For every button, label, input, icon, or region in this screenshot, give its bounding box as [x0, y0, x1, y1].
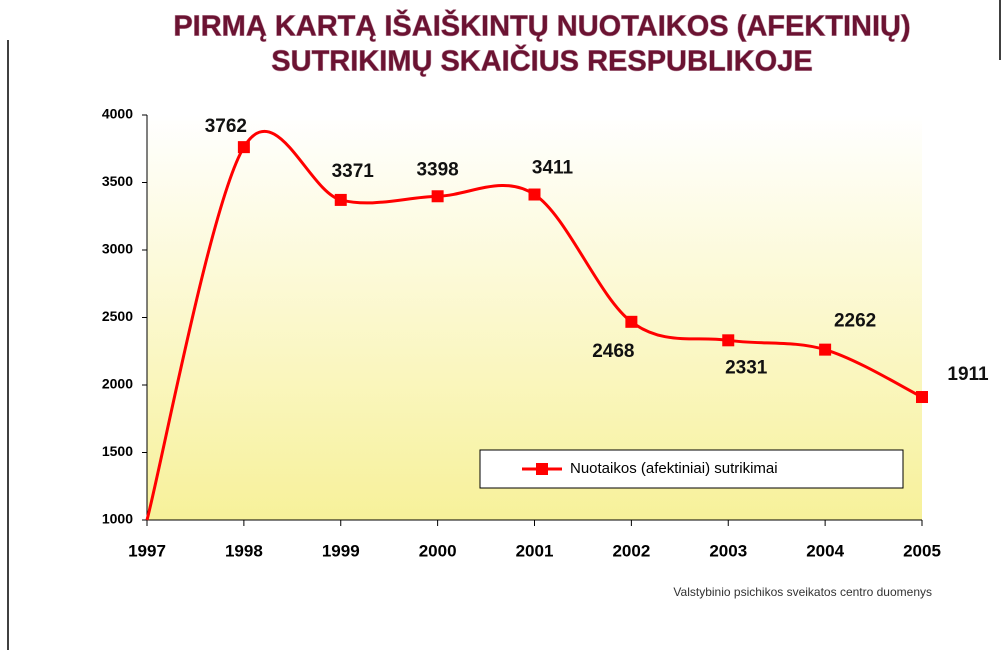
- data-label: 3411: [532, 158, 574, 179]
- data-label: 2331: [725, 357, 768, 378]
- y-tick-label: 2500: [102, 308, 133, 324]
- data-label: 3398: [416, 159, 458, 180]
- data-point: [334, 193, 347, 206]
- data-label: 1911: [947, 364, 989, 385]
- x-tick-label: 2001: [516, 541, 554, 560]
- chart-title: SUTRIKIMŲ SKAIČIUS RESPUBLIKOJE: [271, 44, 812, 78]
- data-point: [819, 343, 832, 356]
- y-tick-label: 2000: [102, 376, 133, 392]
- data-line: [145, 129, 923, 521]
- data-point: [625, 315, 638, 328]
- x-tick-label: 1998: [225, 541, 263, 560]
- data-label: 2468: [592, 341, 634, 362]
- y-tick-label: 1500: [102, 443, 133, 459]
- data-label: 2262: [834, 311, 876, 332]
- data-label: 3762: [205, 116, 247, 137]
- legend-marker: [536, 463, 548, 475]
- chart-title: PIRMĄ KARTĄ IŠAIŠKINTŲ NUOTAIKOS (AFEKTI…: [173, 9, 910, 43]
- x-tick-label: 2003: [709, 541, 747, 560]
- data-label: 3371: [332, 161, 375, 182]
- x-tick-label: 2002: [612, 541, 650, 560]
- y-tick-label: 4000: [102, 106, 133, 122]
- data-point: [722, 334, 735, 347]
- data-point: [237, 141, 250, 154]
- x-tick-label: 2005: [903, 541, 941, 560]
- x-tick-label: 2000: [419, 541, 457, 560]
- data-point: [528, 188, 541, 201]
- data-point: [916, 391, 928, 404]
- source-note: Valstybinio psichikos sveikatos centro d…: [673, 585, 932, 599]
- x-tick-label: 1999: [322, 541, 360, 560]
- x-tick-label: 1997: [128, 541, 166, 560]
- x-tick-label: 2004: [806, 541, 844, 560]
- y-tick-label: 3000: [102, 241, 133, 257]
- legend-label: Nuotaikos (afektiniai) sutrikimai: [570, 460, 778, 477]
- y-tick-label: 3500: [102, 173, 133, 189]
- y-tick-label: 1000: [102, 511, 133, 527]
- data-point: [431, 190, 444, 203]
